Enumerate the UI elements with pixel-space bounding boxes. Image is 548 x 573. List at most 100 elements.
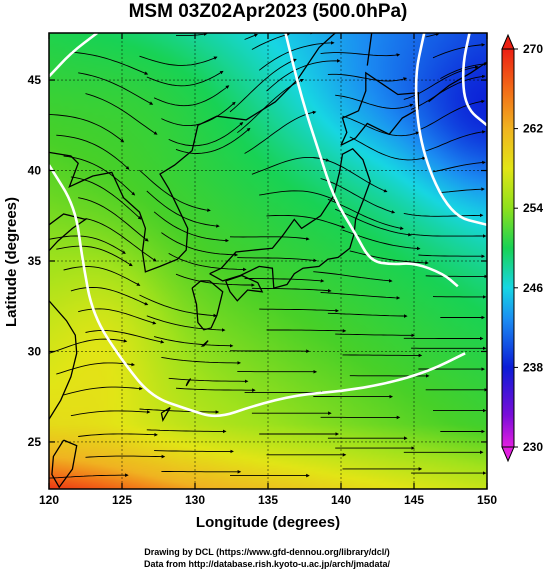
streamline <box>335 333 415 338</box>
streamline <box>63 266 141 286</box>
wind-streamlines <box>49 33 487 479</box>
streamline <box>259 190 338 202</box>
streamline <box>161 356 241 365</box>
coastline <box>185 378 192 387</box>
streamline <box>85 330 165 344</box>
y-tick-label: 25 <box>28 435 42 449</box>
streamline <box>168 253 247 272</box>
streamline <box>266 59 341 92</box>
streamline <box>418 99 485 131</box>
streamline <box>425 33 440 38</box>
streamline <box>153 85 230 107</box>
streamline <box>153 336 234 348</box>
streamline <box>411 233 487 238</box>
streamline <box>335 94 414 109</box>
streamline <box>313 271 393 283</box>
contour-line <box>414 33 487 227</box>
coastline <box>191 280 224 331</box>
x-axis: 120 125 130 135 140 145 150 <box>39 33 497 507</box>
coastlines <box>49 33 487 489</box>
y-tick-label: 40 <box>28 164 42 178</box>
streamline <box>266 214 346 229</box>
streamline <box>244 33 258 40</box>
streamline <box>70 410 151 417</box>
contour-line <box>461 33 487 127</box>
colorbar-tick-label: 246 <box>523 281 543 295</box>
contour-line <box>49 33 98 78</box>
streamline <box>154 449 234 454</box>
streamline <box>425 130 486 152</box>
streamline <box>251 287 332 293</box>
colorbar-ramp <box>501 48 515 448</box>
contour-line <box>49 164 466 418</box>
streamline <box>56 245 133 267</box>
streamline <box>78 72 154 105</box>
streamline <box>251 33 291 50</box>
coastline <box>49 300 78 421</box>
streamline <box>139 294 218 318</box>
streamline <box>153 211 229 243</box>
colorbar: 230 238 246 254 262 270 <box>501 33 543 463</box>
streamline <box>49 473 129 479</box>
streamline <box>244 277 325 283</box>
coastline <box>51 439 78 489</box>
streamline <box>175 33 208 37</box>
streamline <box>418 254 486 258</box>
coastline <box>49 213 88 252</box>
streamline <box>244 110 317 154</box>
streamline <box>349 250 429 265</box>
streamline <box>175 273 255 287</box>
streamline <box>168 122 244 147</box>
streamline <box>56 362 135 375</box>
streamline <box>49 338 128 354</box>
streamline <box>335 208 412 237</box>
streamline <box>349 136 426 161</box>
colorbar-tick-label: 270 <box>523 42 543 56</box>
streamline <box>146 315 226 332</box>
plot-area <box>49 33 487 489</box>
y-tick-label: 30 <box>28 344 42 358</box>
x-axis-label: Longitude (degrees) <box>196 514 340 531</box>
coastline <box>340 71 420 146</box>
x-tick-label: 125 <box>112 493 132 507</box>
x-tick-label: 140 <box>331 493 351 507</box>
streamline <box>146 429 227 434</box>
streamline <box>258 41 335 71</box>
x-tick-label: 145 <box>404 493 424 507</box>
streamline <box>259 308 339 313</box>
streamline <box>146 190 220 228</box>
streamline <box>425 274 487 279</box>
streamline <box>146 70 224 87</box>
y-tick-label: 35 <box>28 254 42 268</box>
streamline <box>175 387 256 392</box>
y-axis-label: Latitude (degrees) <box>3 197 20 327</box>
streamline <box>168 377 249 384</box>
x-tick-label: 150 <box>477 493 497 507</box>
streamline <box>139 55 218 66</box>
streamline <box>327 198 404 230</box>
credit-drawing: Drawing by DCL (https://www.gfd-dennou.o… <box>144 547 390 557</box>
coastline <box>49 33 336 273</box>
streamline <box>320 52 401 57</box>
streamline <box>320 292 401 300</box>
streamline <box>237 257 317 263</box>
streamline <box>440 187 485 194</box>
streamline <box>229 236 310 241</box>
colorbar-min-triangle <box>501 446 515 463</box>
y-axis: 25 30 35 40 45 <box>28 73 487 449</box>
coastline <box>209 147 371 289</box>
colorbar-max-triangle <box>501 33 515 50</box>
streamline <box>85 218 157 262</box>
contour-line <box>284 33 459 288</box>
streamline <box>139 408 220 414</box>
streamline <box>70 51 149 75</box>
streamline <box>63 155 136 196</box>
streamline <box>266 329 347 333</box>
streamline <box>78 197 149 242</box>
colorbar-tick-label: 254 <box>523 201 543 215</box>
streamline <box>49 113 125 143</box>
coastline <box>200 340 209 347</box>
streamline <box>410 74 486 110</box>
x-tick-label: 135 <box>258 493 278 507</box>
